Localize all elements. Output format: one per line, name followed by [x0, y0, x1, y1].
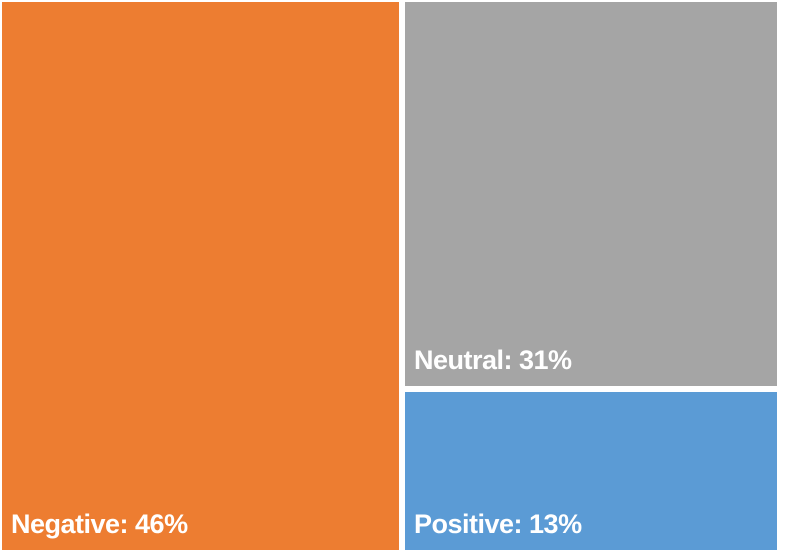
treemap-label-neutral: Neutral: 31% — [414, 345, 572, 375]
treemap-chart: Negative: 46% Neutral: 31% Positive: 13% — [2, 2, 777, 550]
treemap-tile-positive: Positive: 13% — [405, 392, 777, 550]
treemap-right-column: Neutral: 31% Positive: 13% — [405, 2, 777, 550]
treemap-tile-neutral: Neutral: 31% — [405, 2, 777, 386]
treemap-label-negative: Negative: 46% — [11, 509, 188, 539]
treemap-tile-negative: Negative: 46% — [2, 2, 399, 550]
treemap-label-positive: Positive: 13% — [414, 509, 582, 539]
